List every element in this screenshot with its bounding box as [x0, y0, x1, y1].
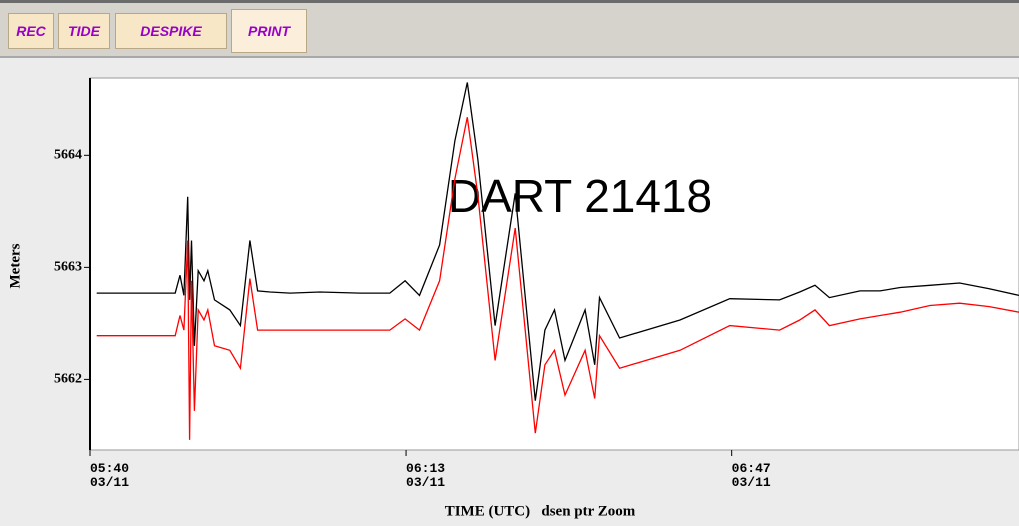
x-axis-label: TIME (UTC) dsen ptr Zoom	[445, 503, 636, 519]
annotation: DART 21418	[448, 170, 712, 222]
x-tick-label: 06:13 03/11	[406, 461, 446, 490]
y-axis-label: Meters	[7, 243, 23, 288]
x-tick-label: 06:47 03/11	[731, 461, 771, 490]
toolbar: REC TIDE DESPIKE PRINT	[0, 0, 1019, 58]
x-tick-label: 05:40 03/11	[90, 461, 130, 490]
print-button[interactable]: PRINT	[231, 9, 307, 53]
tide-button[interactable]: TIDE	[58, 13, 110, 49]
series-line	[96, 82, 1019, 401]
series-line	[96, 117, 1019, 440]
plot-area	[89, 77, 1019, 451]
rec-button[interactable]: REC	[8, 13, 54, 49]
despike-button[interactable]: DESPIKE	[115, 13, 227, 49]
y-tick-label: 5663	[54, 260, 82, 275]
y-tick-label: 5664	[54, 148, 82, 163]
y-tick-label: 5662	[54, 372, 82, 387]
